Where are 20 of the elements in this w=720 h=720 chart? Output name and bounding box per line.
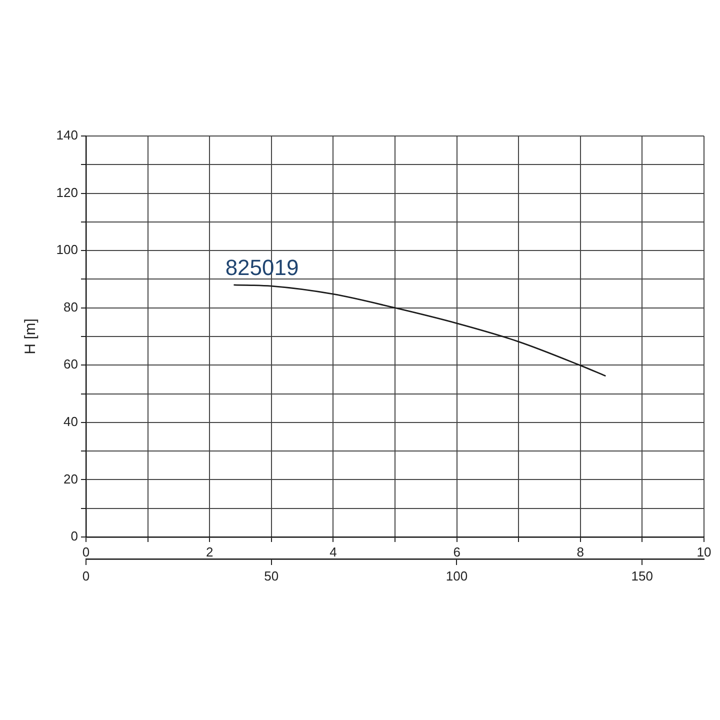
x2-tick-label: 150 (631, 568, 653, 584)
x-tick-label: 6 (453, 544, 460, 560)
x-tick-label: 10 (696, 544, 712, 560)
y-tick-label: 140 (56, 128, 78, 143)
x-tick-label: 2 (206, 544, 214, 560)
y-tick-label: 80 (64, 299, 78, 314)
y-tick-label: 60 (64, 356, 78, 372)
y-tick-label: 40 (64, 414, 78, 430)
y-tick-label: 100 (56, 242, 78, 258)
x2-tick-label: 50 (264, 568, 279, 584)
x2-tick-label: 100 (446, 568, 468, 584)
x-tick-label: 4 (330, 544, 337, 560)
line-series (234, 284, 606, 376)
y-axis-title: H [m] (22, 318, 40, 354)
x-tick-label: 8 (576, 544, 584, 560)
y-tick-label: 120 (56, 184, 78, 200)
x-tick-label: 0 (82, 544, 90, 560)
y-tick-label: 0 (70, 528, 78, 544)
y-tick-label: 20 (64, 471, 78, 486)
x2-tick-label: 0 (82, 568, 90, 584)
